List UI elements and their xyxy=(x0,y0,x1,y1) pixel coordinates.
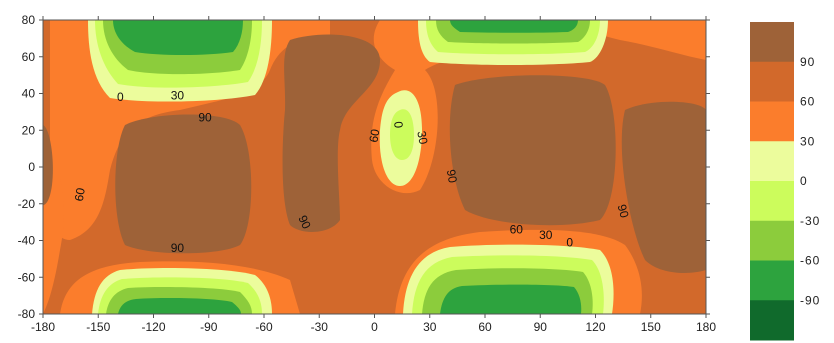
contour-label: 30 xyxy=(539,228,553,242)
contour-label: 90 xyxy=(295,213,313,231)
x-tick-label: -150 xyxy=(86,320,110,334)
x-tick-label: 30 xyxy=(423,320,437,334)
x-tick-label: 0 xyxy=(371,320,378,334)
colorbar-swatch xyxy=(750,300,794,341)
x-tick-label: -120 xyxy=(141,320,165,334)
contour-label: 60 xyxy=(510,222,524,236)
contour-label: 0 xyxy=(117,90,124,104)
x-tick-label: -180 xyxy=(31,320,55,334)
colorbar-label: 60 xyxy=(800,95,815,109)
y-tick-label: -60 xyxy=(18,270,36,284)
colorbar-label: -90 xyxy=(800,293,820,307)
x-tick-label: 90 xyxy=(534,320,548,334)
contour-band-90-plus xyxy=(621,101,706,273)
colorbar-swatch xyxy=(750,260,794,301)
colorbar-swatch xyxy=(750,181,794,222)
colorbar-swatch xyxy=(750,22,794,63)
x-axis: -180 -150 -120 -90 -60 -30 0 30 60 90 120 150 180 xyxy=(31,16,716,334)
contour-label: 90 xyxy=(171,241,185,255)
x-tick-label: 150 xyxy=(641,320,661,334)
x-tick-label: 60 xyxy=(478,320,492,334)
x-tick-label: -60 xyxy=(255,320,273,334)
y-axis: 80 60 40 20 0 -20 -40 -60 -80 xyxy=(18,13,710,321)
contour-label: 60 xyxy=(72,186,88,202)
contour-band-neg90-neg60 xyxy=(118,298,241,314)
y-tick-label: 80 xyxy=(22,13,36,27)
y-tick-label: 20 xyxy=(22,123,36,137)
y-tick-label: -40 xyxy=(18,234,36,248)
contour-band-90-plus xyxy=(115,114,252,254)
colorbar-swatch xyxy=(750,141,794,182)
contour-band-neg30-0 xyxy=(390,109,414,160)
contour-label: 90 xyxy=(615,203,632,220)
contour-band-90-plus xyxy=(449,75,616,226)
contour-label: 0 xyxy=(391,121,406,129)
x-tick-label: -90 xyxy=(200,320,218,334)
plot-area: 0 30 90 60 90 90 60 0 30 90 90 60 30 0 -180 -150 -120 -9… xyxy=(18,13,717,334)
colorbar-label: 30 xyxy=(800,134,815,148)
contour-band-neg90-neg60 xyxy=(113,20,243,55)
contour-band-90-plus xyxy=(282,34,380,232)
colorbar-label: -30 xyxy=(800,214,820,228)
y-tick-label: 60 xyxy=(22,50,36,64)
x-tick-label: 120 xyxy=(585,320,605,334)
x-tick-label: 180 xyxy=(696,320,716,334)
contour-label: 30 xyxy=(414,130,430,146)
contour-band-neg90-neg60 xyxy=(450,20,578,33)
contour-label: 30 xyxy=(171,88,185,102)
y-tick-label: 40 xyxy=(22,87,36,101)
contour-band-90-plus xyxy=(43,125,53,205)
y-tick-label: -20 xyxy=(18,197,36,211)
x-tick-label: -30 xyxy=(311,320,329,334)
contour-label: 0 xyxy=(566,235,573,249)
colorbar-swatch xyxy=(750,101,794,142)
colorbar-swatch xyxy=(750,61,794,102)
colorbar-swatch xyxy=(750,220,794,261)
colorbar-label: -60 xyxy=(800,254,820,268)
contour-label: 60 xyxy=(366,128,382,144)
contour-label: 90 xyxy=(444,168,460,184)
y-tick-label: 0 xyxy=(28,160,35,174)
contour-label: 90 xyxy=(198,110,212,124)
colorbar-label: 90 xyxy=(800,55,815,69)
contour-band-neg90-neg60 xyxy=(440,284,582,314)
y-tick-label: -80 xyxy=(18,307,36,321)
colorbar: 90 60 30 0 -30 -60 -90 xyxy=(750,22,820,341)
colorbar-label: 0 xyxy=(800,174,808,188)
contour-labels: 0 30 90 60 90 90 60 0 30 90 90 60 30 0 xyxy=(72,88,632,255)
